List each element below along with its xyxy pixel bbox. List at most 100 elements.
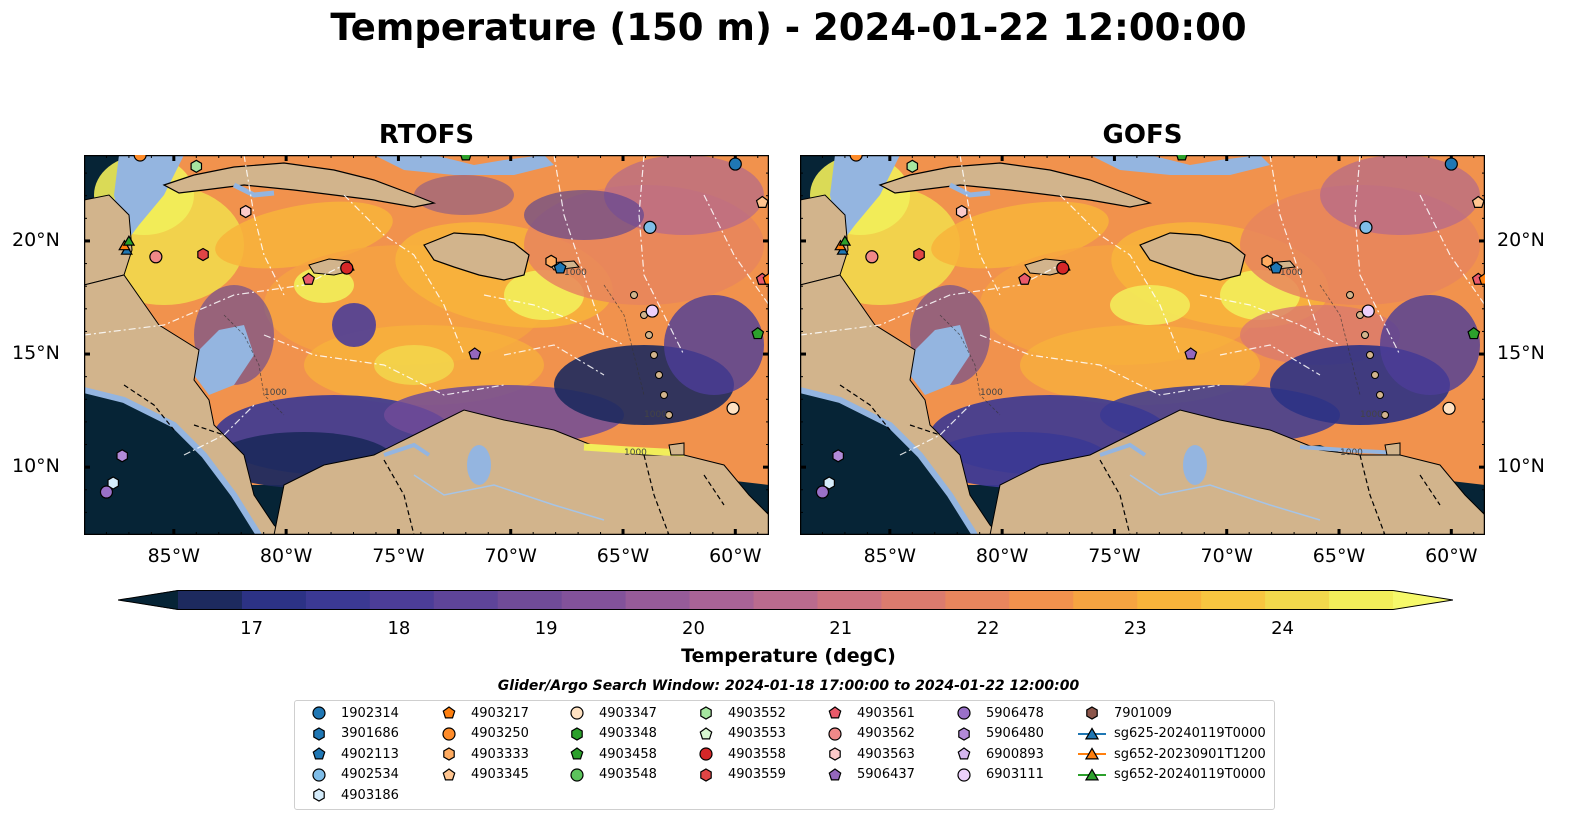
eez-boundary-line bbox=[1269, 155, 1321, 336]
colorbar-segment bbox=[817, 590, 882, 610]
lat-tick-label-right: 15°N bbox=[1497, 342, 1545, 365]
legend-label: 4903559 bbox=[728, 767, 786, 782]
platform-marker-4903563 bbox=[955, 204, 968, 219]
platform-marker-1902314 bbox=[728, 157, 742, 171]
platform-markers bbox=[99, 155, 769, 499]
colorbar-segment bbox=[1009, 590, 1074, 610]
map-frame bbox=[800, 155, 1485, 535]
lesser-antilles-island bbox=[650, 351, 658, 359]
legend-label: 4903552 bbox=[728, 705, 786, 721]
panel-title-rtofs: RTOFS bbox=[378, 120, 475, 150]
honduras-shelf bbox=[910, 325, 970, 395]
legend-label: sg625-20240119T0000 bbox=[1114, 726, 1266, 741]
legend-item: 4903558 bbox=[692, 745, 786, 763]
legend-item: 4903186 bbox=[305, 786, 399, 804]
legend-label: 4903348 bbox=[599, 726, 657, 741]
legend-label: 4903345 bbox=[471, 767, 529, 782]
legend-label: 5906478 bbox=[986, 705, 1044, 721]
legend-marker-icon bbox=[312, 767, 326, 782]
legend-label: 4903563 bbox=[857, 746, 915, 762]
platform-marker-4903347 bbox=[726, 401, 740, 415]
legend-item: 4903561 bbox=[821, 704, 915, 722]
figure-title: Temperature (150 m) - 2024-01-22 12:00:0… bbox=[330, 6, 1247, 49]
panel-title-gofs: GOFS bbox=[1102, 120, 1183, 150]
yucatan-shelf bbox=[114, 155, 184, 245]
platform-marker-4903345 bbox=[1471, 195, 1485, 208]
legend-marker-icon bbox=[570, 747, 584, 760]
lesser-antilles-island bbox=[1376, 391, 1384, 399]
legend-marker-icon bbox=[1078, 726, 1106, 739]
legend-item: 6903111 bbox=[950, 766, 1044, 784]
legend-label: 6900893 bbox=[986, 746, 1044, 762]
legend-item: 5906478 bbox=[950, 704, 1044, 722]
bahamas-shelf bbox=[374, 155, 554, 175]
south-america-land bbox=[989, 409, 1485, 535]
eez-boundary-line bbox=[1419, 194, 1485, 306]
legend-item: 4903559 bbox=[692, 766, 786, 784]
colorbar-tick-label: 17 bbox=[240, 618, 264, 639]
legend-item: 4902534 bbox=[305, 766, 399, 784]
lon-tick-label: 60°W bbox=[709, 545, 762, 567]
contour-label: 1000 bbox=[564, 268, 587, 278]
platform-marker-4903347 bbox=[1442, 401, 1456, 415]
lon-tick-label: 85°W bbox=[863, 545, 917, 567]
search-window-caption: Glider/Argo Search Window: 2024-01-18 17… bbox=[497, 678, 1080, 694]
cuba-land bbox=[162, 162, 437, 208]
legend-marker-icon bbox=[313, 788, 325, 802]
legend-label: 4903347 bbox=[599, 705, 657, 721]
lat-tick-label-left: 20°N bbox=[12, 228, 60, 251]
colorbar-segment bbox=[1265, 590, 1330, 610]
platform-marker-4903333 bbox=[1261, 254, 1273, 269]
platform-marker-4903458 bbox=[1467, 326, 1481, 340]
lesser-antilles-island bbox=[655, 371, 663, 379]
honduras-shelf bbox=[194, 325, 254, 395]
lon-tick-label: 65°W bbox=[596, 545, 650, 567]
lon-tick-label: 85°W bbox=[147, 545, 201, 567]
contour-label: 1000 bbox=[644, 410, 667, 420]
legend-marker-icon bbox=[443, 747, 455, 761]
country-border bbox=[643, 454, 670, 535]
gofs-map-panel[interactable]: 1000 1000 1000 1000 bbox=[800, 155, 1485, 535]
lat-tick-label-right: 10°N bbox=[1497, 455, 1545, 478]
colorbar-segment bbox=[241, 590, 307, 610]
colorbar-lower-extension bbox=[118, 590, 178, 610]
platform-marker-4903558 bbox=[1056, 261, 1070, 275]
eez-boundary-line bbox=[503, 344, 605, 376]
temperature-colorbar bbox=[118, 590, 1453, 610]
eez-boundary-line bbox=[1354, 155, 1401, 356]
platform-marker-4902534 bbox=[643, 220, 657, 234]
pacific-coast bbox=[800, 390, 975, 535]
cuba-land bbox=[878, 162, 1153, 208]
colorbar-tick-label: 23 bbox=[1123, 618, 1147, 639]
river bbox=[1129, 474, 1321, 521]
lon-tick-label: 65°W bbox=[1312, 545, 1366, 567]
platform-marker-4903333 bbox=[545, 254, 557, 269]
legend-marker-icon bbox=[828, 706, 842, 719]
yucatan-shelf bbox=[830, 155, 900, 245]
legend-item: 4903552 bbox=[692, 704, 786, 722]
colorbar-segment bbox=[369, 590, 435, 610]
eez-boundary-line bbox=[1059, 194, 1181, 356]
platform-marker-4903562 bbox=[149, 250, 163, 264]
legend-marker-icon bbox=[958, 726, 970, 741]
legend-label: 4903562 bbox=[857, 726, 915, 741]
legend-label: 4903561 bbox=[857, 705, 915, 721]
colorbar-tick-label: 19 bbox=[534, 618, 558, 639]
legend-marker-icon bbox=[1078, 767, 1106, 780]
lesser-antilles-island bbox=[665, 411, 673, 419]
lat-tick-label-left: 10°N bbox=[12, 455, 60, 478]
platform-marker-4903217 bbox=[1478, 272, 1485, 285]
legend-marker-icon bbox=[570, 706, 584, 720]
pacific-shelf-edge bbox=[84, 387, 262, 535]
legend-item: 4902113 bbox=[305, 745, 399, 763]
lesser-antilles-island bbox=[660, 391, 668, 399]
legend-item: 4903217 bbox=[435, 704, 529, 722]
legend-label: 6903111 bbox=[986, 767, 1044, 782]
rtofs-map-panel[interactable]: 1000 1000 1000 1000 bbox=[84, 155, 769, 535]
legend-label: 4903558 bbox=[728, 746, 786, 762]
platform-marker-4903559 bbox=[913, 247, 925, 262]
platform-marker-4903186 bbox=[107, 476, 119, 490]
colorbar-tick-label: 20 bbox=[682, 618, 705, 639]
legend-marker-icon bbox=[957, 747, 971, 760]
lesser-antilles-island bbox=[1346, 291, 1354, 299]
